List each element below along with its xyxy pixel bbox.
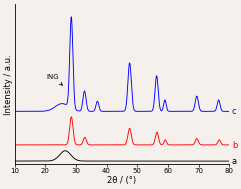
- Text: c: c: [232, 107, 236, 116]
- X-axis label: 2θ / (°): 2θ / (°): [107, 176, 136, 185]
- Text: ING: ING: [47, 74, 62, 85]
- Text: a: a: [232, 157, 237, 166]
- Text: b: b: [232, 141, 237, 150]
- Y-axis label: Intensity / a.u.: Intensity / a.u.: [4, 54, 13, 115]
